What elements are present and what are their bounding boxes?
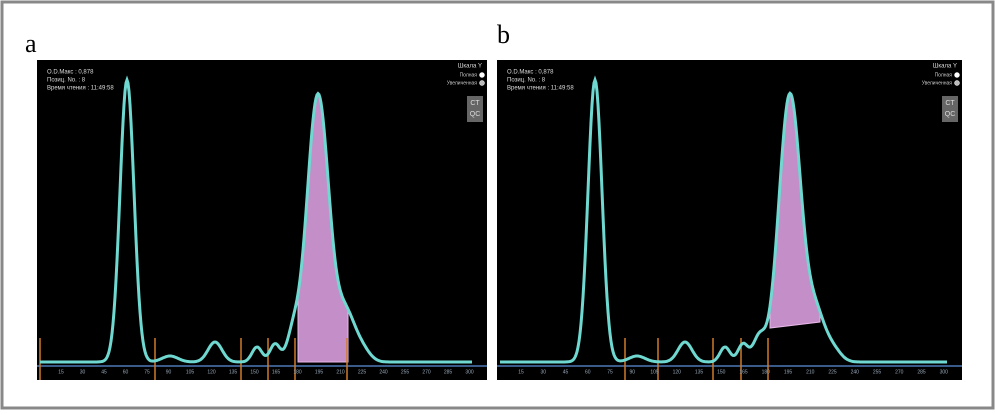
x-tick-label: 120 [673, 369, 682, 375]
x-tick-label: 150 [717, 369, 726, 375]
info-text: O.D.Макс : 0,878 [47, 70, 94, 76]
x-tick-label: 285 [444, 369, 453, 375]
info-text: Позиц. No. : 8 [507, 78, 546, 84]
x-tick-label: 210 [806, 369, 815, 375]
button-label: CT [945, 100, 955, 107]
button-label: CT [470, 100, 480, 107]
x-tick-label: 195 [784, 369, 793, 375]
density-curve [500, 75, 947, 364]
radio [954, 72, 960, 78]
x-tick-label: 300 [940, 369, 949, 375]
x-tick-label: 285 [917, 369, 926, 375]
button-panel [467, 96, 483, 122]
x-tick-label: 30 [80, 369, 86, 375]
x-tick-label: 180 [293, 369, 302, 375]
x-tick-label: 15 [58, 369, 64, 375]
x-tick-label: 45 [563, 369, 569, 375]
x-tick-label: 300 [465, 369, 474, 375]
x-tick-label: 240 [379, 369, 388, 375]
x-tick-label: 150 [250, 369, 259, 375]
scale-title: Шкала Y [458, 64, 482, 70]
x-tick-label: 60 [123, 369, 129, 375]
scale-option: Полная [935, 72, 953, 78]
density-curve [40, 75, 472, 364]
info-text: Время чтения : 11:49:58 [507, 86, 574, 92]
plot-background [497, 60, 962, 380]
x-tick-label: 135 [229, 369, 238, 375]
radio [479, 72, 485, 78]
x-tick-label: 45 [101, 369, 107, 375]
x-tick-label: 165 [739, 369, 748, 375]
x-tick-label: 135 [695, 369, 704, 375]
info-text: Время чтения : 11:49:58 [47, 86, 114, 92]
x-tick-label: 255 [873, 369, 882, 375]
x-tick-label: 105 [650, 369, 659, 375]
x-tick-label: 240 [851, 369, 860, 375]
x-tick-label: 270 [895, 369, 904, 375]
x-tick-label: 165 [272, 369, 281, 375]
panel-label: b [497, 20, 510, 49]
button-label: QC [470, 111, 481, 118]
radio [479, 80, 485, 86]
button-panel [942, 96, 958, 122]
plot-background [37, 60, 487, 380]
x-tick-label: 75 [607, 369, 613, 375]
x-tick-label: 195 [315, 369, 324, 375]
info-text: Позиц. No. : 8 [47, 78, 86, 84]
x-tick-label: 15 [518, 369, 524, 375]
x-tick-label: 210 [336, 369, 345, 375]
x-tick-label: 90 [629, 369, 635, 375]
scale-option: Увеличенная [447, 80, 478, 86]
x-tick-label: 75 [144, 369, 150, 375]
x-tick-label: 225 [358, 369, 367, 375]
x-tick-label: 90 [166, 369, 172, 375]
x-tick-label: 225 [828, 369, 837, 375]
info-text: O.D.Макс : 0,878 [507, 70, 554, 76]
x-tick-label: 30 [540, 369, 546, 375]
x-tick-label: 255 [401, 369, 410, 375]
scale-option: Полная [460, 72, 478, 78]
x-tick-label: 270 [422, 369, 431, 375]
scale-title: Шкала Y [933, 64, 957, 70]
button-label: QC [945, 111, 956, 118]
radio [954, 80, 960, 86]
x-tick-label: 180 [762, 369, 771, 375]
x-tick-label: 60 [585, 369, 591, 375]
x-tick-label: 120 [207, 369, 216, 375]
panel-label: a [25, 29, 37, 58]
x-tick-label: 105 [186, 369, 195, 375]
scale-option: Увеличенная [922, 80, 953, 86]
